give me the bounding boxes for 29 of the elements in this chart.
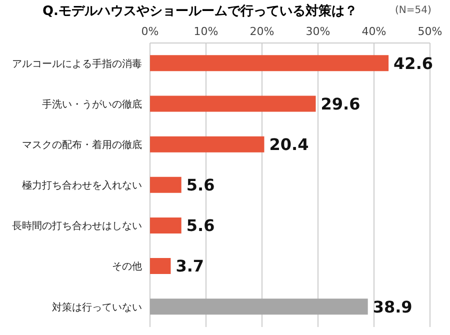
- y-tick-label: 手洗い・うがいの徹底: [42, 98, 142, 110]
- x-tick-label: 10%: [194, 25, 218, 38]
- bar: [150, 217, 182, 234]
- bar: [150, 55, 389, 72]
- data-label: 38.9: [372, 297, 412, 316]
- x-tick-label: 50%: [418, 25, 442, 38]
- y-tick-label: アルコールによる手指の消毒: [12, 58, 142, 70]
- x-tick-label: 20%: [250, 25, 274, 38]
- y-tick-label: 長時間の打ち合わせはしない: [12, 220, 142, 232]
- y-tick-label: 対策は行っていない: [52, 301, 142, 314]
- bar: [150, 96, 316, 112]
- data-label: 3.7: [176, 256, 204, 276]
- bar: [150, 298, 368, 315]
- y-tick-label: 極力打ち合わせを入れない: [22, 180, 142, 192]
- y-tick-label: マスクの配布・着用の徹底: [22, 138, 142, 151]
- data-label: 5.6: [186, 216, 215, 236]
- data-label: 5.6: [186, 176, 215, 195]
- data-label: 20.4: [269, 134, 309, 154]
- data-label: 29.6: [320, 94, 360, 114]
- data-label: 42.6: [394, 54, 434, 73]
- x-tick-label: 0%: [141, 25, 159, 38]
- bar: [150, 176, 182, 193]
- x-tick-label: 30%: [306, 25, 330, 38]
- chart-subtitle: (N=54): [395, 5, 432, 16]
- bar: [150, 258, 171, 274]
- chart-title: Q.モデルハウスやショールームで行っている対策は？: [42, 4, 358, 19]
- bar: [150, 136, 264, 152]
- y-tick-label: その他: [112, 260, 142, 273]
- x-tick-label: 40%: [362, 25, 386, 38]
